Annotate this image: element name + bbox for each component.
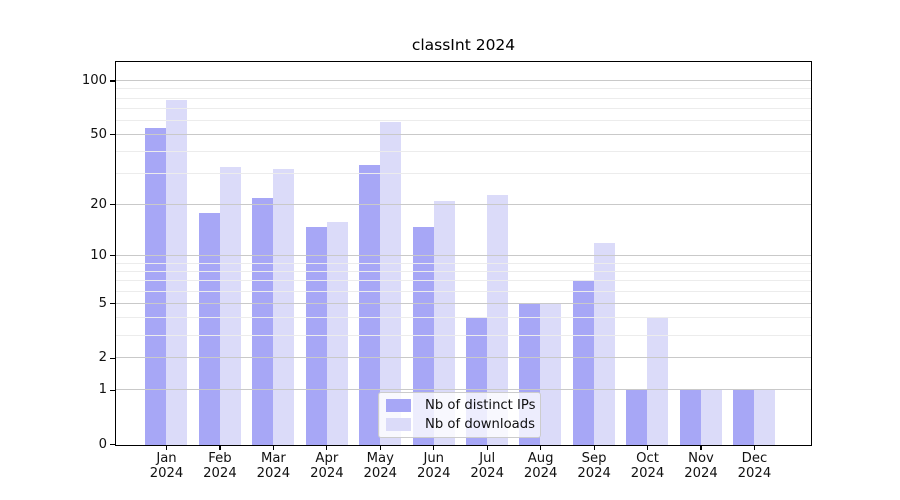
x-tick-mark-jul-2024	[486, 445, 488, 451]
x-tick-mark-nov-2024	[700, 445, 702, 451]
chart-title: classInt 2024	[411, 36, 516, 54]
plot-area	[115, 61, 812, 446]
y-tick-label-10: 10	[90, 247, 107, 263]
gridline-minor-60	[116, 120, 811, 121]
x-tick-label-dec-2024: Dec 2024	[737, 450, 772, 482]
gridline-major-5	[116, 302, 811, 304]
bar-nb-of-distinct-ips-may-2024	[359, 164, 381, 445]
x-tick-mark-oct-2024	[646, 445, 649, 451]
x-tick-label-feb-2024: Feb 2024	[203, 450, 237, 482]
bar-nb-of-downloads-apr-2024	[326, 221, 348, 445]
gridline-minor-6	[116, 290, 811, 292]
y-tick-mark-50	[110, 134, 115, 136]
x-tick-mark-jan-2024	[165, 445, 168, 451]
bar-nb-of-distinct-ips-jan-2024	[145, 127, 167, 445]
legend-label-distinct-ips: Nb of distinct IPs	[425, 398, 536, 413]
y-tick-label-1: 1	[98, 382, 107, 398]
bar-nb-of-downloads-jul-2024	[487, 194, 508, 445]
legend-label-downloads: Nb of downloads	[425, 417, 535, 432]
legend-swatch-distinct-ips	[386, 399, 411, 412]
bar-nb-of-distinct-ips-mar-2024	[252, 197, 274, 445]
gridline-minor-7	[116, 280, 811, 282]
gridline-minor-4	[116, 317, 811, 319]
bar-nb-of-distinct-ips-apr-2024	[305, 226, 327, 445]
y-tick-mark-0	[110, 444, 115, 446]
gridline-minor-90	[116, 88, 811, 90]
bar-nb-of-downloads-sep-2024	[593, 242, 615, 445]
x-tick-mark-mar-2024	[272, 445, 274, 451]
x-tick-mark-feb-2024	[219, 445, 221, 451]
legend-row-downloads: Nb of downloads	[386, 417, 540, 432]
y-tick-label-5: 5	[98, 295, 107, 311]
y-tick-label-0: 0	[98, 436, 107, 452]
legend-row-distinct-ips: Nb of distinct IPs	[386, 398, 540, 413]
x-tick-mark-sep-2024	[593, 445, 595, 451]
y-tick-mark-5	[110, 302, 115, 305]
x-tick-mark-may-2024	[379, 445, 381, 451]
bar-nb-of-distinct-ips-feb-2024	[198, 212, 220, 445]
gridline-minor-9	[116, 262, 811, 264]
bar-nb-of-distinct-ips-sep-2024	[572, 281, 594, 445]
bar-nb-of-downloads-feb-2024	[219, 167, 241, 445]
bar-nb-of-distinct-ips-oct-2024	[626, 390, 648, 445]
x-tick-label-sep-2024: Sep 2024	[577, 450, 611, 482]
gridline-major-50	[116, 134, 811, 136]
legend: Nb of distinct IPs Nb of downloads	[378, 392, 541, 438]
gridline-major-10	[116, 255, 811, 256]
gridline-minor-3	[116, 334, 811, 336]
bar-nb-of-downloads-aug-2024	[540, 303, 562, 445]
x-tick-label-may-2024: May 2024	[363, 450, 398, 482]
x-tick-mark-apr-2024	[326, 445, 328, 451]
gridline-major-2	[116, 357, 811, 359]
bar-nb-of-distinct-ips-dec-2024	[733, 390, 755, 445]
gridline-minor-70	[116, 108, 811, 109]
bar-nb-of-downloads-nov-2024	[700, 390, 722, 445]
gridline-major-20	[116, 204, 811, 205]
y-tick-mark-100	[110, 80, 115, 82]
bar-nb-of-downloads-jan-2024	[166, 99, 188, 445]
bar-nb-of-distinct-ips-nov-2024	[679, 390, 701, 445]
gridline-major-100	[116, 80, 811, 82]
bar-nb-of-downloads-oct-2024	[647, 318, 669, 445]
bar-nb-of-downloads-jun-2024	[433, 201, 455, 445]
x-tick-label-jul-2024: Jul 2024	[470, 450, 504, 482]
y-tick-label-100: 100	[81, 73, 107, 89]
legend-swatch-downloads	[386, 418, 411, 431]
x-tick-label-nov-2024: Nov 2024	[684, 450, 718, 482]
bar-nb-of-downloads-mar-2024	[273, 169, 295, 445]
x-tick-label-aug-2024: Aug 2024	[523, 450, 558, 482]
y-tick-label-2: 2	[98, 350, 107, 366]
bar-nb-of-downloads-may-2024	[380, 122, 402, 445]
y-tick-mark-10	[110, 255, 115, 257]
gridline-minor-40	[116, 151, 811, 153]
x-tick-label-oct-2024: Oct 2024	[630, 450, 665, 482]
gridline-minor-8	[116, 270, 811, 272]
y-tick-mark-2	[110, 357, 115, 359]
x-tick-label-apr-2024: Apr 2024	[310, 450, 344, 482]
y-tick-mark-1	[110, 389, 115, 391]
x-tick-mark-jun-2024	[433, 445, 435, 451]
x-tick-mark-dec-2024	[753, 445, 756, 451]
gridline-minor-80	[116, 97, 811, 99]
y-tick-label-50: 50	[90, 126, 107, 142]
y-tick-mark-20	[110, 204, 115, 206]
bar-nb-of-downloads-dec-2024	[754, 390, 776, 445]
x-tick-label-mar-2024: Mar 2024	[256, 450, 291, 482]
gridline-major-1	[116, 389, 811, 391]
y-tick-label-20: 20	[90, 196, 107, 212]
x-tick-label-jan-2024: Jan 2024	[149, 450, 184, 482]
x-tick-label-jun-2024: Jun 2024	[416, 450, 451, 482]
gridline-minor-30	[116, 173, 811, 175]
x-tick-mark-aug-2024	[540, 445, 542, 451]
